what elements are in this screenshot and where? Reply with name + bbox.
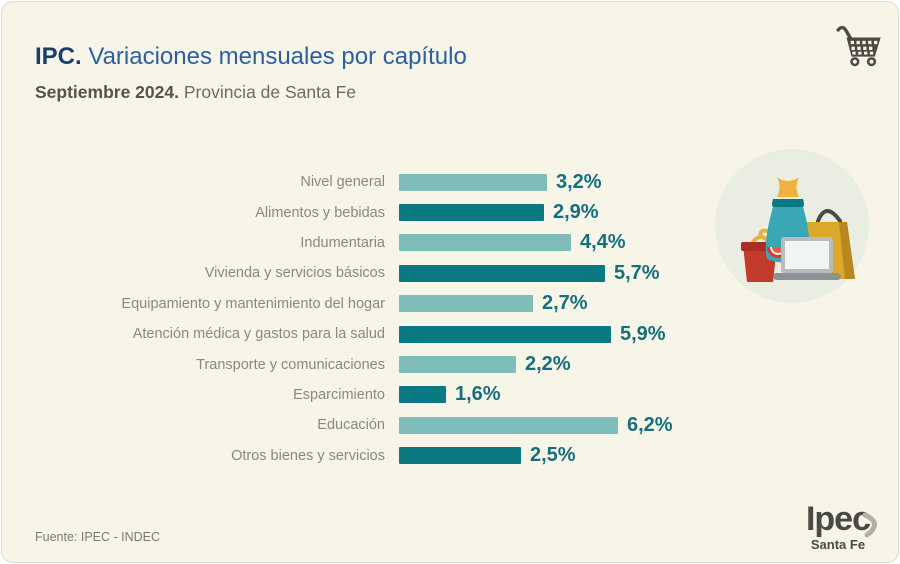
bar xyxy=(399,173,547,191)
ipec-logo: Ipec Santa Fe xyxy=(806,502,877,552)
bar-value-label: 5,9% xyxy=(620,322,666,345)
bar-label: Equipamiento y mantenimiento del hogar xyxy=(121,295,385,312)
bar-row: Nivel general 3,2% xyxy=(2,167,722,197)
bar xyxy=(399,204,544,222)
bar-row: Educación 6,2% xyxy=(2,410,722,440)
bar-label: Indumentaria xyxy=(300,234,385,251)
bar-value-label: 2,7% xyxy=(542,292,588,315)
bar-value-label: 4,4% xyxy=(580,231,626,254)
ipec-logo-swoosh-icon xyxy=(862,512,877,538)
bar-label: Atención médica y gastos para la salud xyxy=(132,326,385,343)
bar-value-label: 3,2% xyxy=(556,170,602,193)
shopping-items-illustration xyxy=(715,149,869,303)
bar-chart: Nivel general 3,2% Alimentos y bebidas 2… xyxy=(2,167,722,471)
bar xyxy=(399,234,571,252)
bar-value-label: 2,9% xyxy=(553,201,599,224)
bar-value-label: 5,7% xyxy=(614,261,660,284)
bar-value-label: 1,6% xyxy=(455,383,501,406)
bar-row: Esparcimiento 1,6% xyxy=(2,380,722,410)
bar-label: Alimentos y bebidas xyxy=(255,204,385,221)
bar-value-label: 2,2% xyxy=(525,353,571,376)
title-rest: Variaciones mensuales por capítulo xyxy=(81,43,467,70)
subtitle-date: Septiembre 2024. xyxy=(35,82,179,102)
bar-label: Esparcimiento xyxy=(293,386,385,403)
bar-label: Vivienda y servicios básicos xyxy=(204,265,385,282)
shopping-cart-icon xyxy=(836,25,881,67)
source-note: Fuente: IPEC - INDEC xyxy=(35,530,161,544)
bar xyxy=(399,447,521,465)
bar-row: Transporte y comunicaciones 2,2% xyxy=(2,349,722,379)
bar-row: Equipamiento y mantenimiento del hogar 2… xyxy=(2,289,722,319)
ipec-logo-subtext: Santa Fe xyxy=(810,537,866,552)
bar-row: Otros bienes y servicios 2,5% xyxy=(2,441,722,471)
bar xyxy=(399,386,446,404)
bar-row: Indumentaria 4,4% xyxy=(2,228,722,258)
bar-label: Transporte y comunicaciones xyxy=(196,356,385,373)
bar-label: Educación xyxy=(317,417,385,434)
bar-label: Nivel general xyxy=(300,174,385,191)
bar-row: Vivienda y servicios básicos 5,7% xyxy=(2,258,722,288)
page-subtitle: Septiembre 2024. Provincia de Santa Fe xyxy=(35,82,356,103)
ipec-logo-word: Ipec xyxy=(806,502,877,538)
bar-row: Alimentos y bebidas 2,9% xyxy=(2,197,722,227)
bar-row: Atención médica y gastos para la salud 5… xyxy=(2,319,722,349)
bar xyxy=(399,416,618,434)
page-title: IPC. Variaciones mensuales por capítulo xyxy=(35,42,467,72)
title-prefix: IPC. xyxy=(35,43,82,70)
bar-value-label: 2,5% xyxy=(530,444,576,467)
bar-value-label: 6,2% xyxy=(627,413,673,436)
subtitle-region: Provincia de Santa Fe xyxy=(178,82,357,102)
ipec-logo-text: Ipec xyxy=(805,500,871,538)
bar xyxy=(399,356,516,374)
bar xyxy=(399,295,533,313)
bar xyxy=(399,264,605,282)
bar xyxy=(399,325,611,343)
bar-label: Otros bienes y servicios xyxy=(231,447,385,464)
